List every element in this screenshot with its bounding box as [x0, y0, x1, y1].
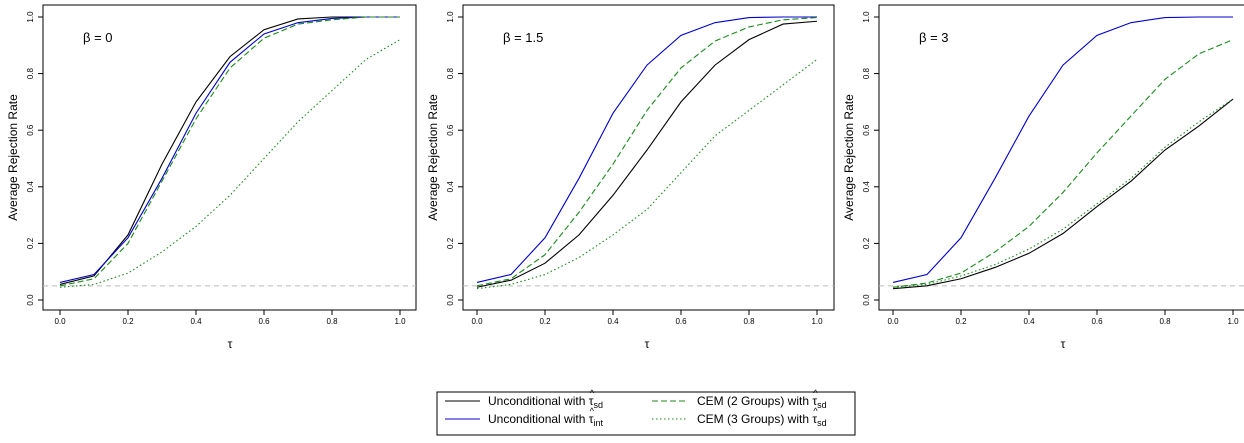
x-tick-label: 0.6	[258, 317, 270, 326]
y-tick-label: 0.0	[862, 294, 871, 306]
x-tick-label: 0.2	[539, 317, 551, 326]
x-tick-label: 0.4	[607, 317, 619, 326]
y-tick-label: 0.4	[26, 181, 35, 193]
y-tick-label: 0.8	[26, 67, 35, 79]
y-tick-label: 1.0	[446, 11, 455, 23]
y-tick-label: 0.8	[862, 67, 871, 79]
x-tick-label: 0.0	[54, 317, 66, 326]
y-tick-label: 0.6	[862, 124, 871, 136]
x-tick-label: 0.2	[955, 317, 967, 326]
x-tick-label: 1.0	[1227, 317, 1239, 326]
x-tick-label: 0.6	[1091, 317, 1103, 326]
series-line-3	[892, 39, 1234, 288]
x-axis-title: τ	[645, 337, 650, 351]
series-line-4	[59, 39, 401, 288]
series-line-2	[59, 16, 400, 283]
x-tick-label: 0.6	[675, 317, 687, 326]
y-tick-label: 0.6	[446, 124, 455, 136]
y-tick-label: 0.4	[446, 181, 455, 193]
legend-box	[436, 391, 856, 436]
series-line-1	[59, 16, 400, 285]
y-tick-label: 0.8	[446, 67, 455, 79]
legend-hat: ^	[590, 388, 595, 398]
y-tick-label: 0.2	[26, 237, 35, 249]
legend-label: Unconditional with τsd	[488, 394, 603, 410]
x-tick-label: 0.0	[887, 317, 899, 326]
panel-3: 0.0 0.2 0.4 0.6 0.8 1.0 0.0 0.2 0.4 0.6 0.8 1.0 τ Ave…	[842, 4, 1244, 351]
legend-label: CEM (2 Groups) with τsd	[697, 394, 827, 410]
y-axis-title: Average Rejection Rate	[6, 94, 20, 221]
plot-frame	[878, 4, 1244, 311]
y-tick-label: 0.2	[446, 237, 455, 249]
x-tick-label: 0.2	[122, 317, 134, 326]
legend-hat: ^	[590, 406, 595, 416]
x-tick-label: 0.4	[190, 317, 202, 326]
series-line-2	[476, 16, 817, 283]
y-tick-label: 0.2	[862, 237, 871, 249]
x-axis-title: τ	[228, 337, 233, 351]
legend-hat: ^	[813, 406, 818, 416]
legend-hat: ^	[813, 388, 818, 398]
panel-annotation: β = 3	[919, 30, 949, 45]
series-line-3	[59, 16, 400, 287]
series-line-4	[476, 59, 818, 290]
series-line-2	[892, 16, 1233, 283]
x-tick-label: 0.8	[326, 317, 338, 326]
legend: Unconditional with τsd CEM (2 Groups) wit…	[436, 388, 856, 436]
panel-annotation: β = 0	[83, 30, 113, 45]
y-axis-title: Average Rejection Rate	[426, 94, 440, 221]
legend-label: CEM (3 Groups) with τsd	[697, 412, 827, 428]
x-tick-label: 0.8	[1159, 317, 1171, 326]
x-tick-label: 0.0	[471, 317, 483, 326]
legend-label: Unconditional with τint	[488, 412, 603, 428]
panel-annotation: β = 1.5	[503, 30, 543, 45]
y-tick-label: 0.0	[446, 294, 455, 306]
series-line-1	[892, 98, 1234, 290]
series-line-4	[892, 98, 1234, 288]
x-tick-label: 1.0	[394, 317, 406, 326]
plot-frame	[42, 4, 417, 311]
x-tick-label: 0.4	[1023, 317, 1035, 326]
plot-frame	[462, 4, 835, 311]
series-line-1	[476, 20, 818, 288]
x-tick-label: 0.8	[743, 317, 755, 326]
panel-2: 0.0 0.2 0.4 0.6 0.8 1.0 0.0 0.2 0.4 0.6 0.8 1.0 τ Ave…	[426, 4, 835, 351]
y-tick-label: 0.4	[862, 181, 871, 193]
x-tick-label: 1.0	[811, 317, 823, 326]
y-tick-label: 1.0	[26, 11, 35, 23]
y-tick-label: 1.0	[862, 11, 871, 23]
y-tick-label: 0.0	[26, 294, 35, 306]
x-axis-title: τ	[1061, 337, 1066, 351]
panel-1: 0.0 0.2 0.4 0.6 0.8 1.0 0.0 0.2 0.4 0.6 0.8 1.0 τ Ave…	[6, 4, 417, 351]
y-tick-label: 0.6	[26, 124, 35, 136]
series-line-3	[476, 17, 818, 287]
y-axis-title: Average Rejection Rate	[842, 94, 856, 221]
